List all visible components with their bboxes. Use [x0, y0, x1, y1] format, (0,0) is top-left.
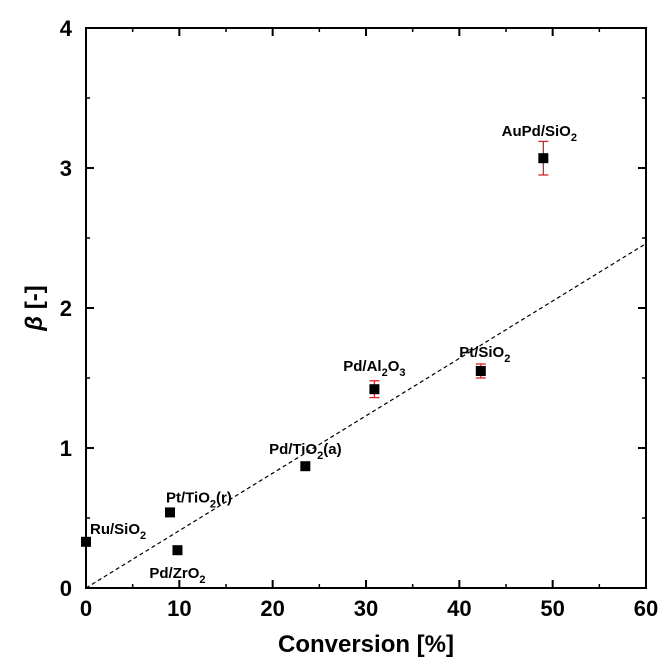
point-label-sub: 2 — [382, 367, 388, 379]
x-tick-label: 60 — [634, 596, 658, 621]
point-label-tail: (r) — [216, 489, 232, 506]
point-label-sub: 2 — [504, 353, 510, 365]
fit-line-layer — [85, 243, 647, 589]
y-tick-label: 0 — [60, 576, 72, 601]
point-label-sub: 2 — [210, 498, 216, 510]
data-point — [300, 461, 311, 472]
y-tick-label: 4 — [60, 16, 73, 41]
data-point — [172, 545, 183, 556]
point-label-base: Ru/SiO — [90, 521, 140, 538]
point-label: Ru/SiO2 — [90, 521, 146, 542]
x-tick-label: 40 — [447, 596, 471, 621]
data-point — [81, 536, 91, 547]
point-label-mid: O — [388, 358, 400, 375]
point-label-base: Pt/SiO — [459, 344, 504, 361]
point-label: Pd/Al2O3 — [343, 358, 405, 379]
point-label-base: Pt/TiO — [166, 489, 210, 506]
point-label-sub: 2 — [199, 574, 205, 586]
x-axis-title: Conversion [%] — [278, 631, 454, 658]
point-label: Pt/SiO2 — [459, 344, 510, 365]
y-tick-label: 1 — [60, 436, 72, 461]
y-axis-symbol: β — [21, 316, 48, 332]
data-point — [369, 384, 380, 395]
fit-line — [85, 243, 647, 589]
point-label: Pt/TiO2(r) — [166, 489, 232, 510]
point-label-sub: 2 — [140, 530, 146, 542]
x-tick-label: 30 — [354, 596, 378, 621]
point-label-sub: 2 — [571, 132, 577, 144]
x-tick-label: 50 — [540, 596, 564, 621]
point-label-base: Pd/ZrO — [149, 565, 199, 582]
y-axis-title: β [-] — [21, 285, 48, 332]
point-label-base: Pd/TiO — [269, 441, 317, 458]
data-point — [165, 507, 175, 518]
point-label-base: AuPd/SiO — [502, 123, 572, 140]
x-tick-label: 0 — [80, 596, 92, 621]
data-point — [538, 153, 549, 164]
point-label: Pd/ZrO2 — [149, 565, 205, 586]
point-label-tail: (a) — [323, 441, 341, 458]
y-axis-unit: [-] — [21, 285, 48, 316]
point-label-base: Pd/Al — [343, 358, 381, 375]
data-point — [475, 366, 486, 376]
data-points-layer — [81, 140, 549, 556]
x-tick-label: 10 — [167, 596, 191, 621]
point-label: Pd/TiO2(a) — [269, 441, 342, 462]
x-tick-label: 20 — [260, 596, 284, 621]
y-tick-label: 3 — [60, 156, 72, 181]
point-label-sub: 2 — [317, 450, 323, 462]
point-label: AuPd/SiO2 — [502, 123, 577, 144]
point-labels-layer: Ru/SiO2Pt/TiO2(r)Pd/ZrO2Pd/TiO2(a)Pd/Al2… — [90, 123, 577, 586]
y-tick-label: 2 — [60, 296, 72, 321]
point-label-sub2: 3 — [399, 367, 405, 379]
